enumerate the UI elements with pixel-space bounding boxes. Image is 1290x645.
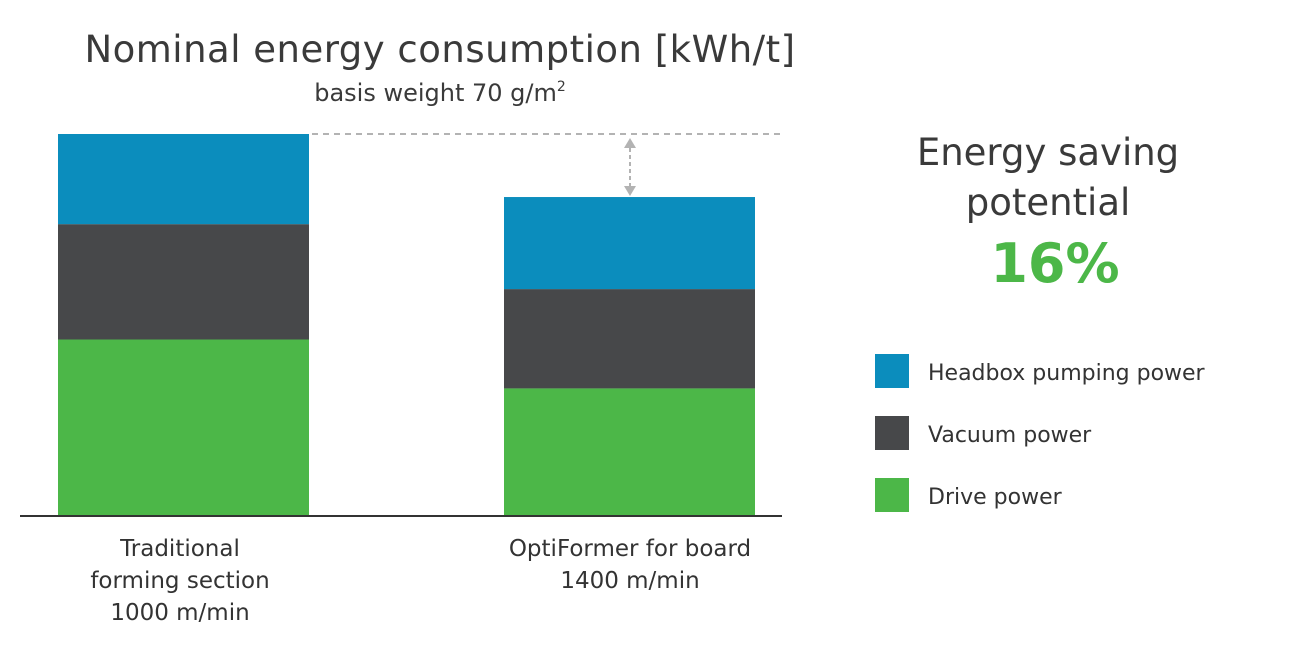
bar-segment-vacuum-power-2 <box>504 289 755 389</box>
legend-label-headbox-pumping-power: Headbox pumping power <box>928 361 1206 386</box>
legend-swatch-vacuum-power <box>875 416 909 450</box>
bar-segment-headbox-pumping-power-1 <box>58 134 309 225</box>
bar-segment-headbox-pumping-power-2 <box>504 197 755 290</box>
bar-segment-vacuum-power-1 <box>58 224 309 340</box>
legend-label-vacuum-power: Vacuum power <box>928 423 1092 448</box>
x-tick-label-1: Traditional forming section 1000 m/min <box>90 536 269 626</box>
x-tick-label-2: OptiFormer for board 1400 m/min <box>509 536 751 594</box>
saving-label-line2: potential <box>966 181 1131 224</box>
saving-label-line1: Energy saving <box>917 131 1179 174</box>
chart-subtitle: basis weight 70 g/m2 <box>314 79 566 107</box>
bar-segment-drive-power-1 <box>58 339 309 516</box>
legend-swatch-headbox-pumping-power <box>875 354 909 388</box>
legend-swatch-drive-power <box>875 478 909 512</box>
legend-label-drive-power: Drive power <box>928 485 1063 510</box>
saving-percentage: 16% <box>990 232 1119 295</box>
difference-arrow <box>624 138 636 196</box>
bar-segment-drive-power-2 <box>504 388 755 516</box>
legend: Headbox pumping power Vacuum power Drive p… <box>875 354 1206 512</box>
chart-title: Nominal energy consumption [kWh/t] <box>84 28 795 71</box>
